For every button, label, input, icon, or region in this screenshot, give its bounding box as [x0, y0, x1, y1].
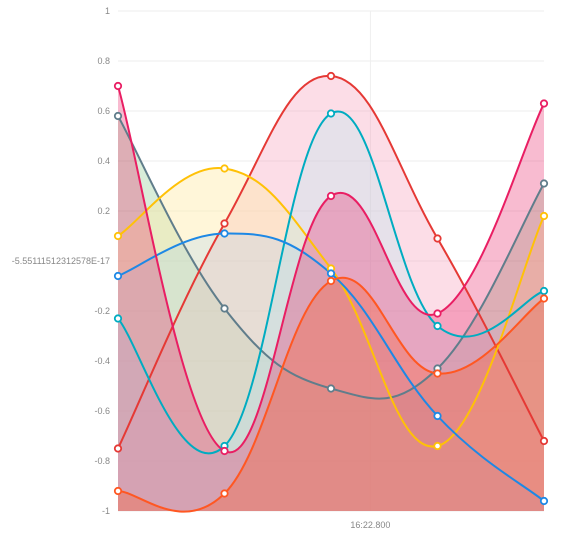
y-tick-label: -0.6	[94, 406, 110, 416]
series-2-point[interactable]	[113, 444, 123, 453]
y-tick-label: -5.55111512312578E-17	[12, 256, 110, 266]
series-6-point[interactable]	[326, 191, 336, 201]
series-3-area	[118, 168, 544, 511]
series-6-line	[117, 85, 545, 454]
series-2-area	[118, 75, 544, 511]
y-axis-ticks: 1 0.8 0.6 0.4 0.2 -5.55111512312578E-17 -0.2 -0…	[12, 6, 110, 516]
series-4-area	[118, 111, 544, 511]
y-tick-label: -0.2	[94, 306, 110, 316]
series-1-point[interactable]	[326, 384, 336, 393]
series-5-point[interactable]	[220, 229, 229, 238]
y-tick-label: 1	[105, 6, 110, 16]
series-2-point[interactable]	[539, 436, 549, 446]
y-tick-label: -1	[102, 506, 110, 516]
series-4-point[interactable]	[113, 314, 123, 323]
series-6-point[interactable]	[539, 99, 549, 108]
series-1-point[interactable]	[539, 179, 549, 188]
series-1-point[interactable]	[113, 111, 123, 121]
series-7-point[interactable]	[433, 369, 442, 378]
series-5-point[interactable]	[113, 271, 123, 281]
series-2-point[interactable]	[433, 234, 442, 243]
series-4-line	[117, 110, 545, 455]
series-4-point[interactable]	[539, 286, 549, 296]
series-3-line	[117, 167, 545, 448]
y-tick-label: 0.2	[97, 206, 110, 216]
series-5-point[interactable]	[433, 411, 442, 421]
series-7-point[interactable]	[539, 294, 549, 303]
x-axis-ticks: 16:22.800	[350, 520, 390, 530]
series-3-point[interactable]	[433, 441, 442, 451]
series-6-point[interactable]	[113, 81, 123, 91]
series-5-point[interactable]	[539, 496, 549, 506]
chart-points	[113, 71, 549, 506]
series-6-point[interactable]	[433, 309, 442, 318]
series-4-point[interactable]	[326, 109, 336, 118]
series-7-area	[118, 277, 544, 512]
series-2-point[interactable]	[326, 71, 336, 81]
series-5-area	[118, 233, 544, 511]
series-5-line	[117, 232, 545, 502]
series-6-area	[118, 86, 544, 511]
series-7-point[interactable]	[326, 276, 336, 286]
series-3-point[interactable]	[220, 164, 229, 173]
series-7-point[interactable]	[113, 486, 123, 496]
series-7-point[interactable]	[220, 489, 229, 498]
y-tick-label: 0.4	[97, 156, 110, 166]
x-tick-label: 16:22.800	[350, 520, 390, 530]
series-3-point[interactable]	[539, 211, 549, 221]
series-3-point[interactable]	[113, 231, 123, 241]
y-tick-label: -0.4	[94, 356, 110, 366]
y-tick-label: 0.6	[97, 106, 110, 116]
series-1-point[interactable]	[220, 304, 229, 313]
y-tick-label: -0.8	[94, 456, 110, 466]
series-6-point[interactable]	[220, 446, 229, 456]
series-4-point[interactable]	[433, 321, 442, 331]
y-tick-label: 0.8	[97, 56, 110, 66]
chart-areas	[118, 75, 544, 512]
series-2-point[interactable]	[220, 219, 229, 228]
series-5-point[interactable]	[326, 269, 336, 278]
